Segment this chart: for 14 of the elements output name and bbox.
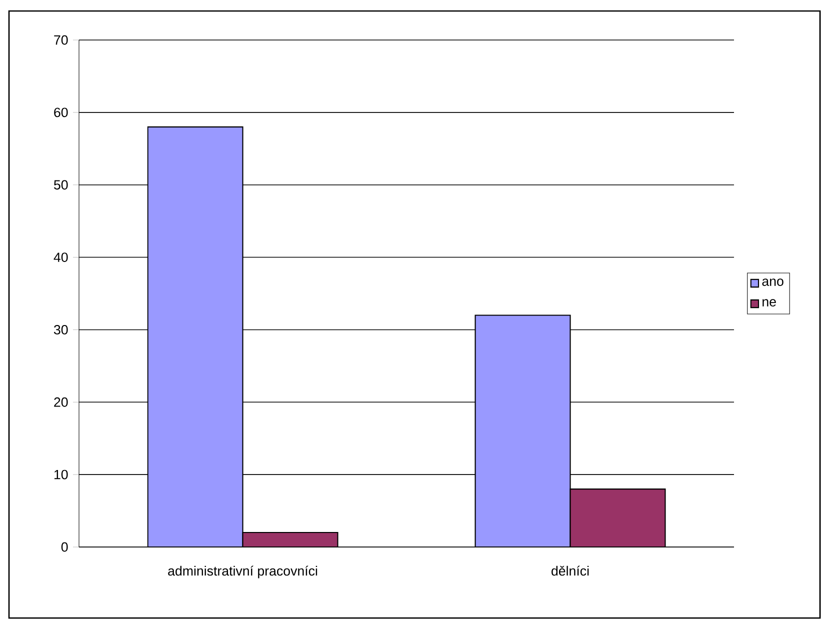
y-tick-label: 50 [54,180,68,190]
y-tick-label: 20 [54,397,68,407]
bar [570,488,666,547]
y-tick-label: 0 [61,542,68,552]
y-tick-label: 10 [54,470,68,480]
y-tick-label: 30 [54,325,68,334]
y-tick-label: 40 [54,252,68,262]
bar [242,532,338,547]
x-tick-label: administrativní pracovníci [168,566,318,578]
legend-label: ne [762,299,776,306]
x-tick-label: dělníci [552,566,589,576]
y-tick-label: 60 [54,108,68,118]
legend-label: ano [762,278,784,286]
y-tick-label: 70 [54,35,68,45]
